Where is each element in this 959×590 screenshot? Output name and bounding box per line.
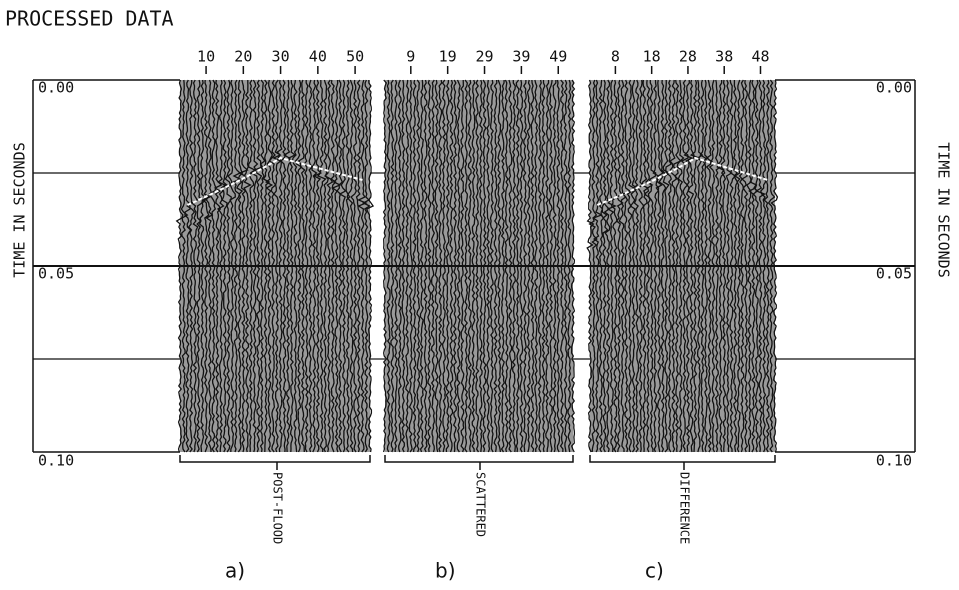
panel-label: c) bbox=[645, 559, 664, 583]
y-tick-label-right: 0.05 bbox=[876, 265, 912, 283]
panel-label: b) bbox=[435, 559, 456, 583]
panel-bracket bbox=[179, 455, 371, 470]
y-axis-label-right: TIME IN SECONDS bbox=[935, 142, 953, 277]
x-tick-label: 30 bbox=[272, 48, 290, 66]
x-tick-label: 9 bbox=[406, 48, 415, 66]
figure-title: PROCESSED DATA bbox=[5, 7, 174, 31]
x-tick-label: 49 bbox=[549, 48, 567, 66]
y-axis-label: TIME IN SECONDS bbox=[11, 142, 29, 277]
x-tick-label: 50 bbox=[346, 48, 364, 66]
x-tick-label: 39 bbox=[512, 48, 530, 66]
x-tick-label: 10 bbox=[197, 48, 215, 66]
x-tick-label: 40 bbox=[309, 48, 327, 66]
x-tick-label: 48 bbox=[751, 48, 769, 66]
panel-name: SCATTERED bbox=[474, 472, 488, 537]
x-tick-label: 20 bbox=[234, 48, 252, 66]
x-tick-label: 29 bbox=[475, 48, 493, 66]
panel-name: POST-FLOOD bbox=[271, 472, 285, 544]
y-tick-label: 0.00 bbox=[38, 79, 74, 97]
y-tick-label-right: 0.10 bbox=[876, 452, 912, 470]
panel-label: a) bbox=[225, 559, 245, 583]
panel-bracket bbox=[384, 455, 574, 470]
x-tick-label: 38 bbox=[715, 48, 733, 66]
panel-name: DIFFERENCE bbox=[678, 472, 692, 544]
x-tick-label: 28 bbox=[679, 48, 697, 66]
x-tick-label: 19 bbox=[439, 48, 457, 66]
x-tick-label: 18 bbox=[643, 48, 661, 66]
event bbox=[596, 156, 769, 206]
y-tick-label-right: 0.00 bbox=[876, 79, 912, 97]
x-tick-label: 8 bbox=[611, 48, 620, 66]
y-tick-label: 0.05 bbox=[38, 265, 74, 283]
event bbox=[187, 156, 363, 206]
y-tick-label: 0.10 bbox=[38, 452, 74, 470]
panel-bracket bbox=[589, 455, 776, 470]
